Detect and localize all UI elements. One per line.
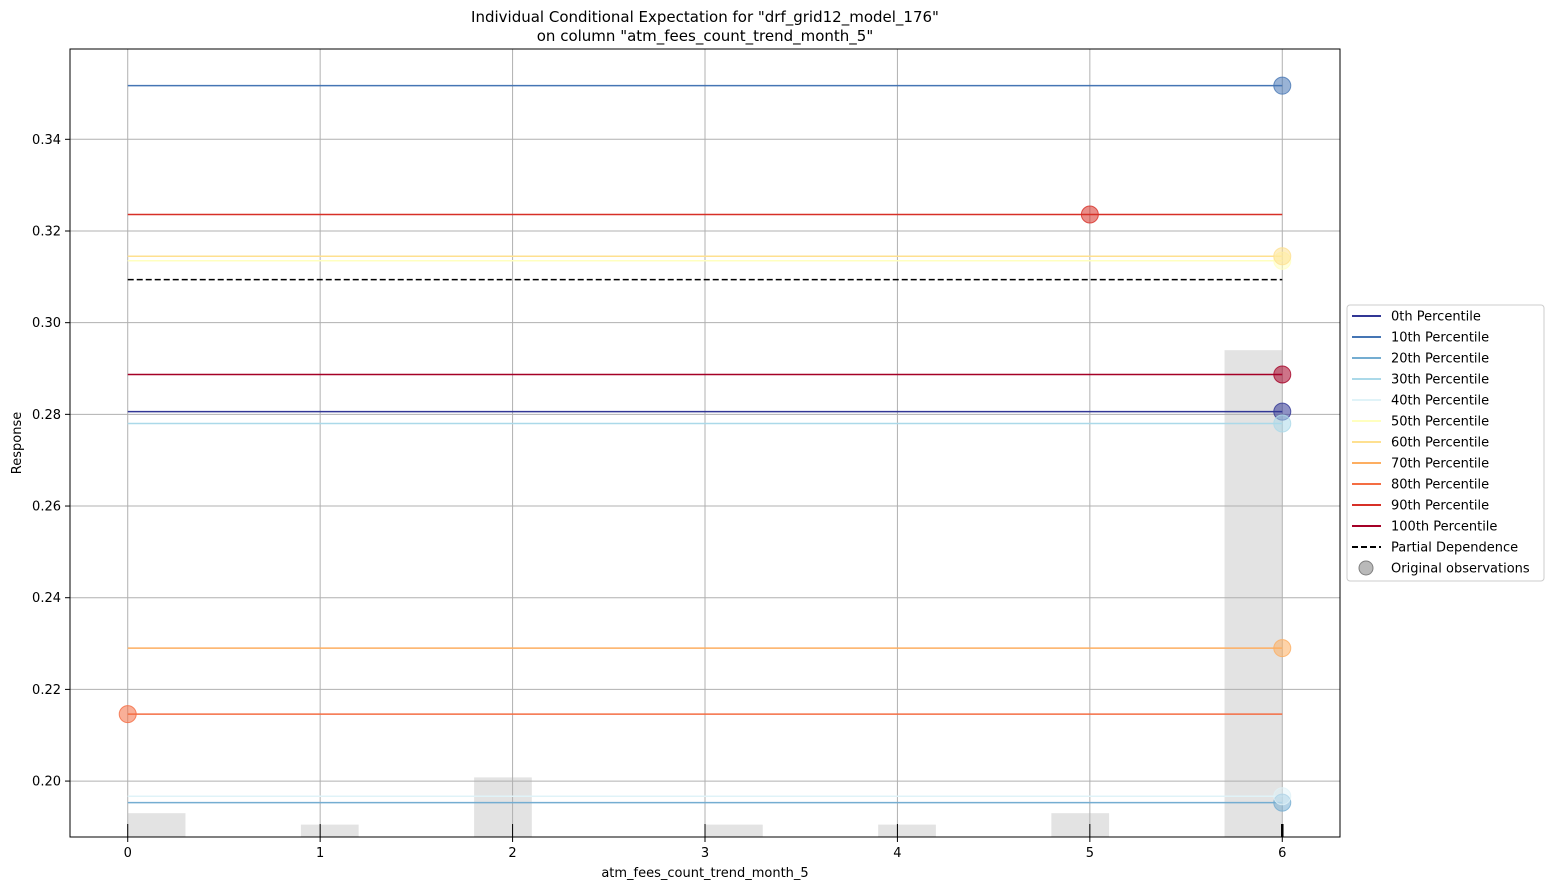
y-tick-label: 0.26: [32, 500, 61, 515]
y-tick-label: 0.32: [32, 224, 61, 239]
y-axis-label: Response: [10, 412, 25, 474]
legend-label: 50th Percentile: [1391, 415, 1489, 430]
x-axis: 0 1 2 3 4 5 6: [124, 837, 1286, 861]
x-tick-label: 0: [124, 846, 132, 861]
legend-label: 90th Percentile: [1391, 499, 1489, 514]
observation-point: [1273, 76, 1292, 95]
x-tick-label: 2: [508, 846, 516, 861]
legend-label: 30th Percentile: [1391, 373, 1489, 388]
y-tick-label: 0.24: [32, 591, 61, 606]
x-tick-label: 1: [316, 846, 324, 861]
legend-label: 60th Percentile: [1391, 436, 1489, 451]
chart-subtitle: on column "atm_fees_count_trend_month_5": [537, 27, 874, 46]
observation-point: [1080, 205, 1099, 224]
histogram-bar: [878, 824, 936, 837]
legend-marker: [1358, 560, 1374, 576]
observation-point: [118, 705, 137, 724]
observation-points-layer: [118, 76, 1292, 812]
x-tick-label: 3: [701, 846, 709, 861]
observation-point: [1273, 365, 1292, 384]
legend-label: 20th Percentile: [1391, 352, 1489, 367]
legend-box: [1346, 304, 1545, 582]
legend-label: 80th Percentile: [1391, 478, 1489, 493]
observation-point: [1273, 639, 1292, 658]
histogram-bar: [1224, 350, 1283, 837]
y-tick-label: 0.20: [32, 775, 61, 790]
y-tick-label: 0.28: [32, 408, 61, 423]
legend-label: Original observations: [1391, 562, 1530, 577]
observation-point: [1273, 247, 1292, 266]
legend-label: 100th Percentile: [1391, 520, 1497, 535]
legend-label: 0th Percentile: [1391, 310, 1481, 325]
y-tick-label: 0.34: [32, 133, 61, 148]
chart-title: Individual Conditional Expectation for "…: [471, 8, 939, 27]
histogram-bar: [474, 777, 532, 837]
rug-layer: [127, 824, 1284, 837]
histogram-layer: [127, 350, 1283, 837]
y-tick-label: 0.30: [32, 316, 61, 331]
x-tick-label: 6: [1278, 846, 1286, 861]
observation-point: [1273, 787, 1292, 806]
x-tick-label: 4: [893, 846, 901, 861]
legend-label: 10th Percentile: [1391, 331, 1489, 346]
y-axis: 0.20 0.22 0.24 0.26 0.28 0.30 0.32 0.34: [32, 133, 70, 790]
histogram-bar: [300, 824, 359, 837]
legend: 0th Percentile 10th Percentile 20th Percen…: [1346, 304, 1545, 582]
legend-label: 70th Percentile: [1391, 457, 1489, 472]
histogram-bar: [705, 824, 763, 837]
histogram-bar: [127, 813, 186, 837]
legend-label: 40th Percentile: [1391, 394, 1489, 409]
legend-label: Partial Dependence: [1391, 541, 1518, 556]
y-tick-label: 0.22: [32, 683, 61, 698]
x-axis-label: atm_fees_count_trend_month_5: [601, 866, 808, 881]
observation-point: [1273, 414, 1292, 433]
grid-layer: [70, 49, 1340, 837]
x-tick-label: 5: [1086, 846, 1094, 861]
histogram-bar: [1051, 813, 1110, 837]
